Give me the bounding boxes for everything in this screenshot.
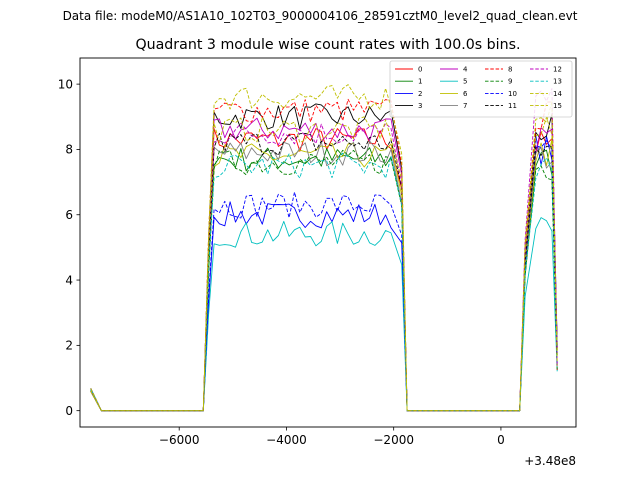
x-tick-label: 0 xyxy=(497,433,505,447)
figure-suptitle: Data file: modeM0/AS1A10_102T03_90000041… xyxy=(63,9,578,23)
legend-label-12: 12 xyxy=(553,66,562,74)
x-axis-offset-label: +3.48e8 xyxy=(524,454,576,468)
y-tick-label: 6 xyxy=(65,208,73,222)
legend-label-10: 10 xyxy=(508,90,517,98)
legend-label-14: 14 xyxy=(553,90,562,98)
legend-label-5: 5 xyxy=(463,78,467,86)
y-tick-label: 10 xyxy=(58,77,73,91)
series-line-14 xyxy=(90,84,558,412)
x-tick-label: −6000 xyxy=(159,433,200,447)
plot-lines xyxy=(90,84,558,412)
y-tick-label: 0 xyxy=(65,404,73,418)
y-tick-label: 2 xyxy=(65,339,73,353)
axes-frame xyxy=(79,57,577,428)
series-line-15 xyxy=(90,116,558,412)
legend-label-0: 0 xyxy=(418,66,422,74)
legend-label-8: 8 xyxy=(508,66,512,74)
legend-label-13: 13 xyxy=(553,78,562,86)
legend-label-3: 3 xyxy=(418,102,422,110)
legend-label-6: 6 xyxy=(463,90,468,98)
y-tick-label: 4 xyxy=(65,273,73,287)
legend-label-1: 1 xyxy=(418,78,422,86)
legend-label-2: 2 xyxy=(418,90,422,98)
x-tick-label: −2000 xyxy=(373,433,414,447)
chart-title: Quadrant 3 module wise count rates with … xyxy=(135,37,520,53)
x-tick-label: −4000 xyxy=(266,433,307,447)
legend-box xyxy=(389,60,573,118)
legend-label-11: 11 xyxy=(508,102,517,110)
legend-label-4: 4 xyxy=(463,66,468,74)
legend-label-15: 15 xyxy=(553,102,562,110)
y-tick-label: 8 xyxy=(65,143,73,157)
y-axis: 0 2 4 6 8 10 xyxy=(58,77,80,418)
legend-label-9: 9 xyxy=(508,78,512,86)
x-axis: −6000 −4000 −2000 0 xyxy=(159,427,505,447)
legend-label-7: 7 xyxy=(463,102,467,110)
